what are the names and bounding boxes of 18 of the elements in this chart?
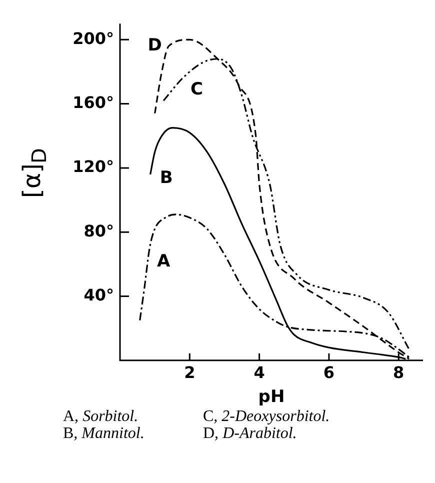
text: A, Sorbitol.: [63, 408, 140, 425]
text: D, D-Arabitol.: [203, 425, 298, 442]
x-tick-label: 4: [254, 363, 265, 382]
y-tick-label: 40°: [84, 285, 114, 304]
series-label: B: [160, 168, 173, 188]
x-tick-label: 2: [184, 363, 196, 382]
series-label: A: [157, 252, 172, 272]
x-tick-label: 8: [393, 363, 404, 382]
y-tick-label: 160°: [72, 92, 114, 112]
text: B, Mannitol.: [63, 425, 146, 442]
series-label: D: [148, 35, 162, 56]
x-axis-title: pH: [258, 387, 285, 408]
y-tick-label: 80°: [84, 221, 114, 240]
series-label: C: [190, 80, 203, 100]
y-tick-label: 120°: [72, 157, 114, 176]
x-tick-label: 6: [323, 363, 335, 382]
text: C, 2-Deoxysorbitol.: [203, 408, 331, 425]
y-tick-label: 200°: [72, 28, 114, 48]
